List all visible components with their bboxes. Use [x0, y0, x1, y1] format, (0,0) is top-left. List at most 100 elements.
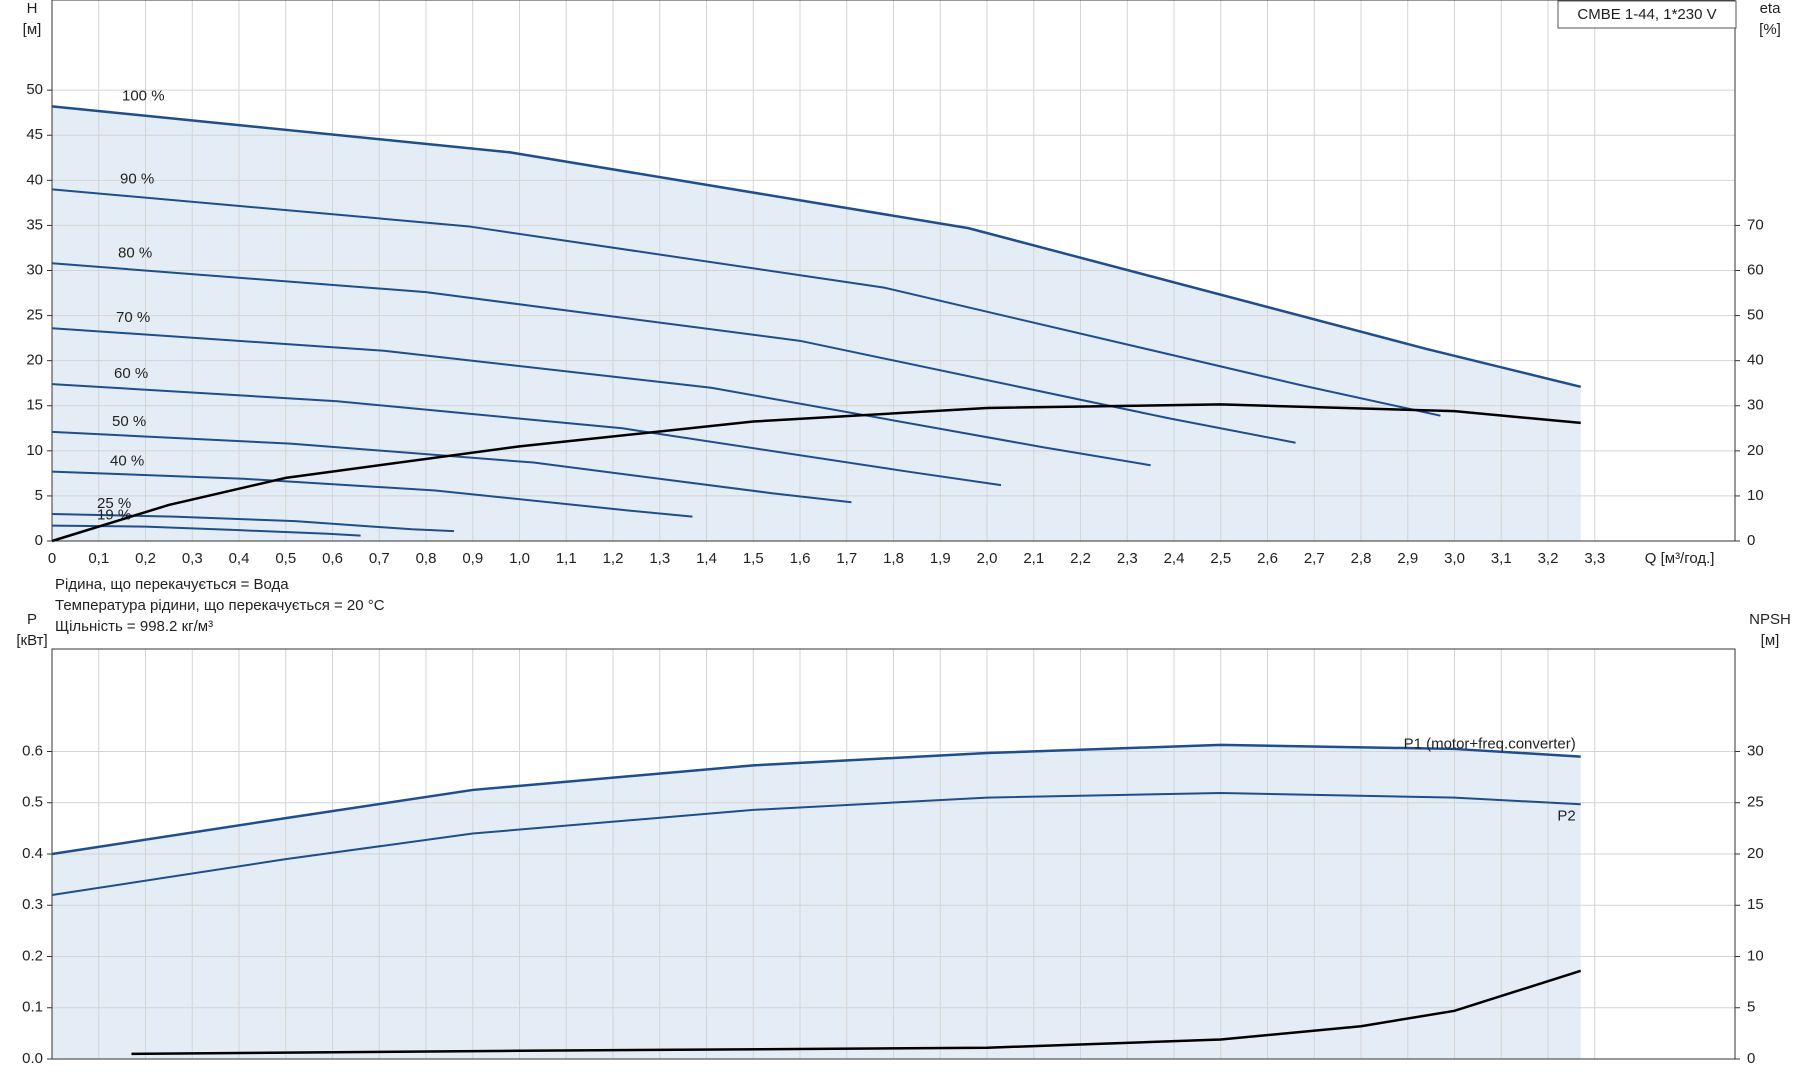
curve [51, 262, 1296, 444]
y-tick-label: 0.2 [22, 947, 43, 964]
x-tick-label: 2,5 [1210, 550, 1231, 567]
y2-tick-label: 25 [1747, 794, 1764, 811]
y-tick-label: 0.3 [22, 896, 43, 913]
y-axis-unit: [кВт] [16, 632, 47, 649]
curve [51, 383, 1002, 487]
x-axis-label: Q [м³/год.] [1645, 550, 1715, 567]
x-tick-label: 0,4 [229, 550, 250, 567]
y2-tick-label: 0 [1747, 1050, 1755, 1067]
y2-tick-label: 20 [1747, 845, 1764, 862]
x-tick-label: 0,6 [322, 550, 343, 567]
y-tick-label: 0.5 [22, 794, 43, 811]
curve-label: 60 % [114, 365, 148, 382]
y2-tick-label: 60 [1747, 261, 1764, 278]
y-tick-label: 40 [26, 171, 43, 188]
curve [51, 188, 1441, 417]
x-tick-label: 2,2 [1070, 550, 1091, 567]
y-tick-label: 0.1 [22, 999, 43, 1016]
x-tick-label: 2,6 [1257, 550, 1278, 567]
x-tick-label: 1,3 [649, 550, 670, 567]
y-tick-label: 50 [26, 81, 43, 98]
legend-title: CMBE 1-44, 1*230 V [1577, 6, 1716, 23]
x-tick-label: 0,3 [182, 550, 203, 567]
curve-label: P2 [1557, 807, 1575, 824]
y-axis-label: P [27, 611, 37, 628]
x-tick-label: 1,6 [790, 550, 811, 567]
x-tick-label: 0,1 [88, 550, 109, 567]
x-tick-label: 1,4 [696, 550, 717, 567]
curve [51, 524, 361, 537]
y2-axis-unit: [м] [1761, 632, 1780, 649]
note: Щільність = 998.2 кг/м³ [55, 618, 213, 635]
operating-area [52, 106, 1581, 541]
y-tick-label: 0.0 [22, 1050, 43, 1067]
y2-axis-label: eta [1760, 0, 1782, 17]
x-tick-label: 1,5 [743, 550, 764, 567]
operating-area [52, 744, 1581, 1059]
y2-tick-label: 30 [1747, 742, 1764, 759]
x-tick-label: 2,4 [1164, 550, 1185, 567]
curve-label: 80 % [118, 244, 152, 261]
y2-tick-label: 5 [1747, 999, 1755, 1016]
x-tick-label: 2,9 [1397, 550, 1418, 567]
curve-label: 70 % [116, 309, 150, 326]
y-tick-label: 0 [35, 532, 43, 549]
y2-axis-label: NPSH [1749, 611, 1791, 628]
x-tick-label: 1,0 [509, 550, 530, 567]
y2-tick-label: 10 [1747, 487, 1764, 504]
y2-tick-label: 0 [1747, 532, 1755, 549]
y2-tick-label: 15 [1747, 896, 1764, 913]
y-tick-label: 10 [26, 442, 43, 459]
x-tick-label: 1,8 [883, 550, 904, 567]
curve-label: 100 % [122, 87, 165, 104]
curve [51, 327, 1151, 467]
y2-tick-label: 40 [1747, 352, 1764, 369]
x-tick-label: 2,8 [1351, 550, 1372, 567]
plot-frame [51, 0, 1736, 542]
y-tick-label: 25 [26, 307, 43, 324]
x-tick-label: 3,0 [1444, 550, 1465, 567]
y-tick-label: 35 [26, 216, 43, 233]
curve [51, 105, 1582, 389]
x-tick-label: 1,7 [836, 550, 857, 567]
y-axis-label: H [27, 0, 38, 17]
y2-tick-label: 50 [1747, 307, 1764, 324]
y-tick-label: 15 [26, 397, 43, 414]
y2-tick-label: 70 [1747, 216, 1764, 233]
x-tick-label: 3,1 [1491, 550, 1512, 567]
secondary-curve [131, 969, 1582, 1056]
x-tick-label: 2,1 [1023, 550, 1044, 567]
y-tick-label: 5 [35, 487, 43, 504]
y-tick-label: 0.6 [22, 742, 43, 759]
note: Температура рідини, що перекачується = 2… [55, 597, 385, 614]
x-tick-label: 0 [48, 550, 56, 567]
secondary-curve [51, 403, 1581, 543]
curve-label: P1 (motor+freq.converter) [1404, 736, 1576, 753]
y-tick-label: 45 [26, 126, 43, 143]
x-tick-label: 2,7 [1304, 550, 1325, 567]
curve [51, 743, 1581, 856]
x-tick-label: 3,3 [1584, 550, 1605, 567]
x-tick-label: 0,5 [275, 550, 296, 567]
x-tick-label: 0,2 [135, 550, 156, 567]
curve-label: 50 % [112, 413, 146, 430]
x-tick-label: 0,7 [369, 550, 390, 567]
legend-box [1557, 0, 1737, 29]
y2-axis-unit: [%] [1759, 21, 1781, 38]
x-tick-label: 1,9 [930, 550, 951, 567]
x-tick-label: 0,9 [462, 550, 483, 567]
note: Рідина, що перекачується = Вода [55, 576, 289, 593]
y2-tick-label: 20 [1747, 442, 1764, 459]
y-tick-label: 20 [26, 352, 43, 369]
x-tick-label: 2,3 [1117, 550, 1138, 567]
x-tick-label: 0,8 [416, 550, 437, 567]
curve [51, 792, 1581, 896]
x-tick-label: 1,1 [556, 550, 577, 567]
curve [51, 470, 693, 518]
curve-label: 25 % [97, 495, 131, 512]
curve [51, 430, 852, 504]
y-tick-label: 0.4 [22, 845, 43, 862]
y2-tick-label: 10 [1747, 947, 1764, 964]
y2-tick-label: 30 [1747, 397, 1764, 414]
